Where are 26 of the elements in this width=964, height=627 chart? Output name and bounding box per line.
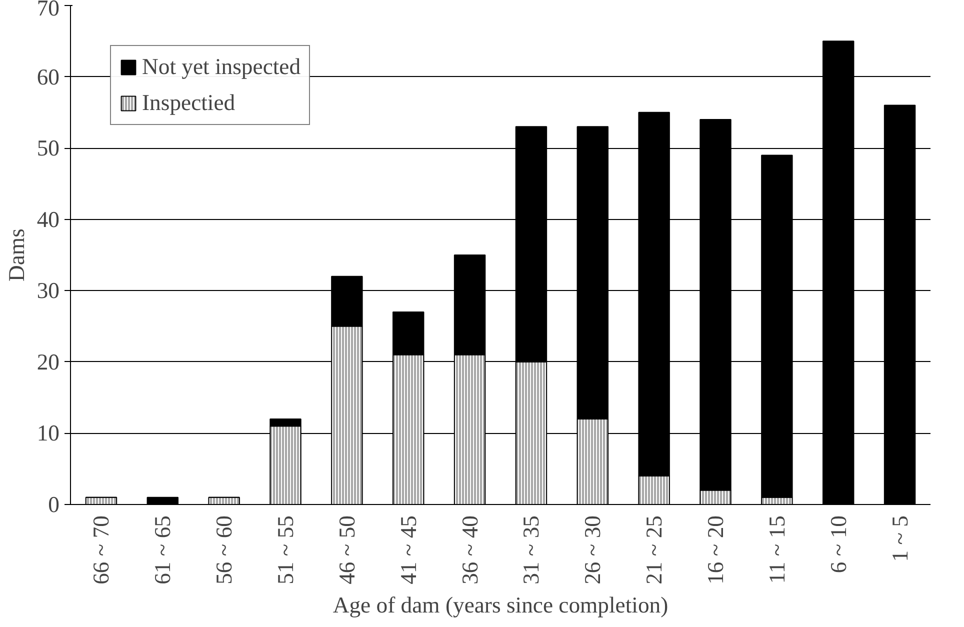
x-tick-label: 21 ~ 25	[642, 515, 667, 584]
x-tick-label: 6 ~ 10	[826, 515, 851, 574]
x-tick-label: 31 ~ 35	[518, 515, 544, 584]
x-tick-label: 16 ~ 20	[703, 515, 728, 584]
y-tick-label: 50	[36, 136, 60, 161]
y-tick-label: 70	[36, 0, 60, 20]
y-tick-label: 30	[36, 278, 60, 304]
x-tick-label: 41 ~ 45	[396, 515, 421, 584]
y-axis-title: Dams	[4, 228, 29, 282]
legend-label: Not yet inspected	[142, 54, 301, 80]
y-tick-label: 20	[36, 349, 60, 374]
x-tick-label: 51 ~ 55	[273, 515, 298, 584]
x-tick-label: 26 ~ 30	[580, 515, 606, 584]
y-tick-label: 40	[36, 206, 60, 232]
y-tick-label: 60	[36, 64, 60, 90]
x-tick-label: 1 ~ 5	[887, 515, 912, 562]
x-tick-label: 36 ~ 40	[457, 515, 482, 584]
y-tick-label: 10	[36, 420, 60, 446]
y-tick-label: 0	[48, 492, 60, 517]
x-tick-label: 11 ~ 15	[764, 515, 790, 584]
x-tick-label: 46 ~ 50	[334, 515, 360, 584]
x-tick-label: 66 ~ 70	[88, 515, 114, 584]
x-tick-label: 56 ~ 60	[212, 515, 237, 584]
x-tick-label: 61 ~ 65	[150, 515, 176, 584]
legend-label: Inspectied	[142, 90, 236, 116]
x-axis-title: Age of dam (years since completion)	[332, 592, 668, 618]
